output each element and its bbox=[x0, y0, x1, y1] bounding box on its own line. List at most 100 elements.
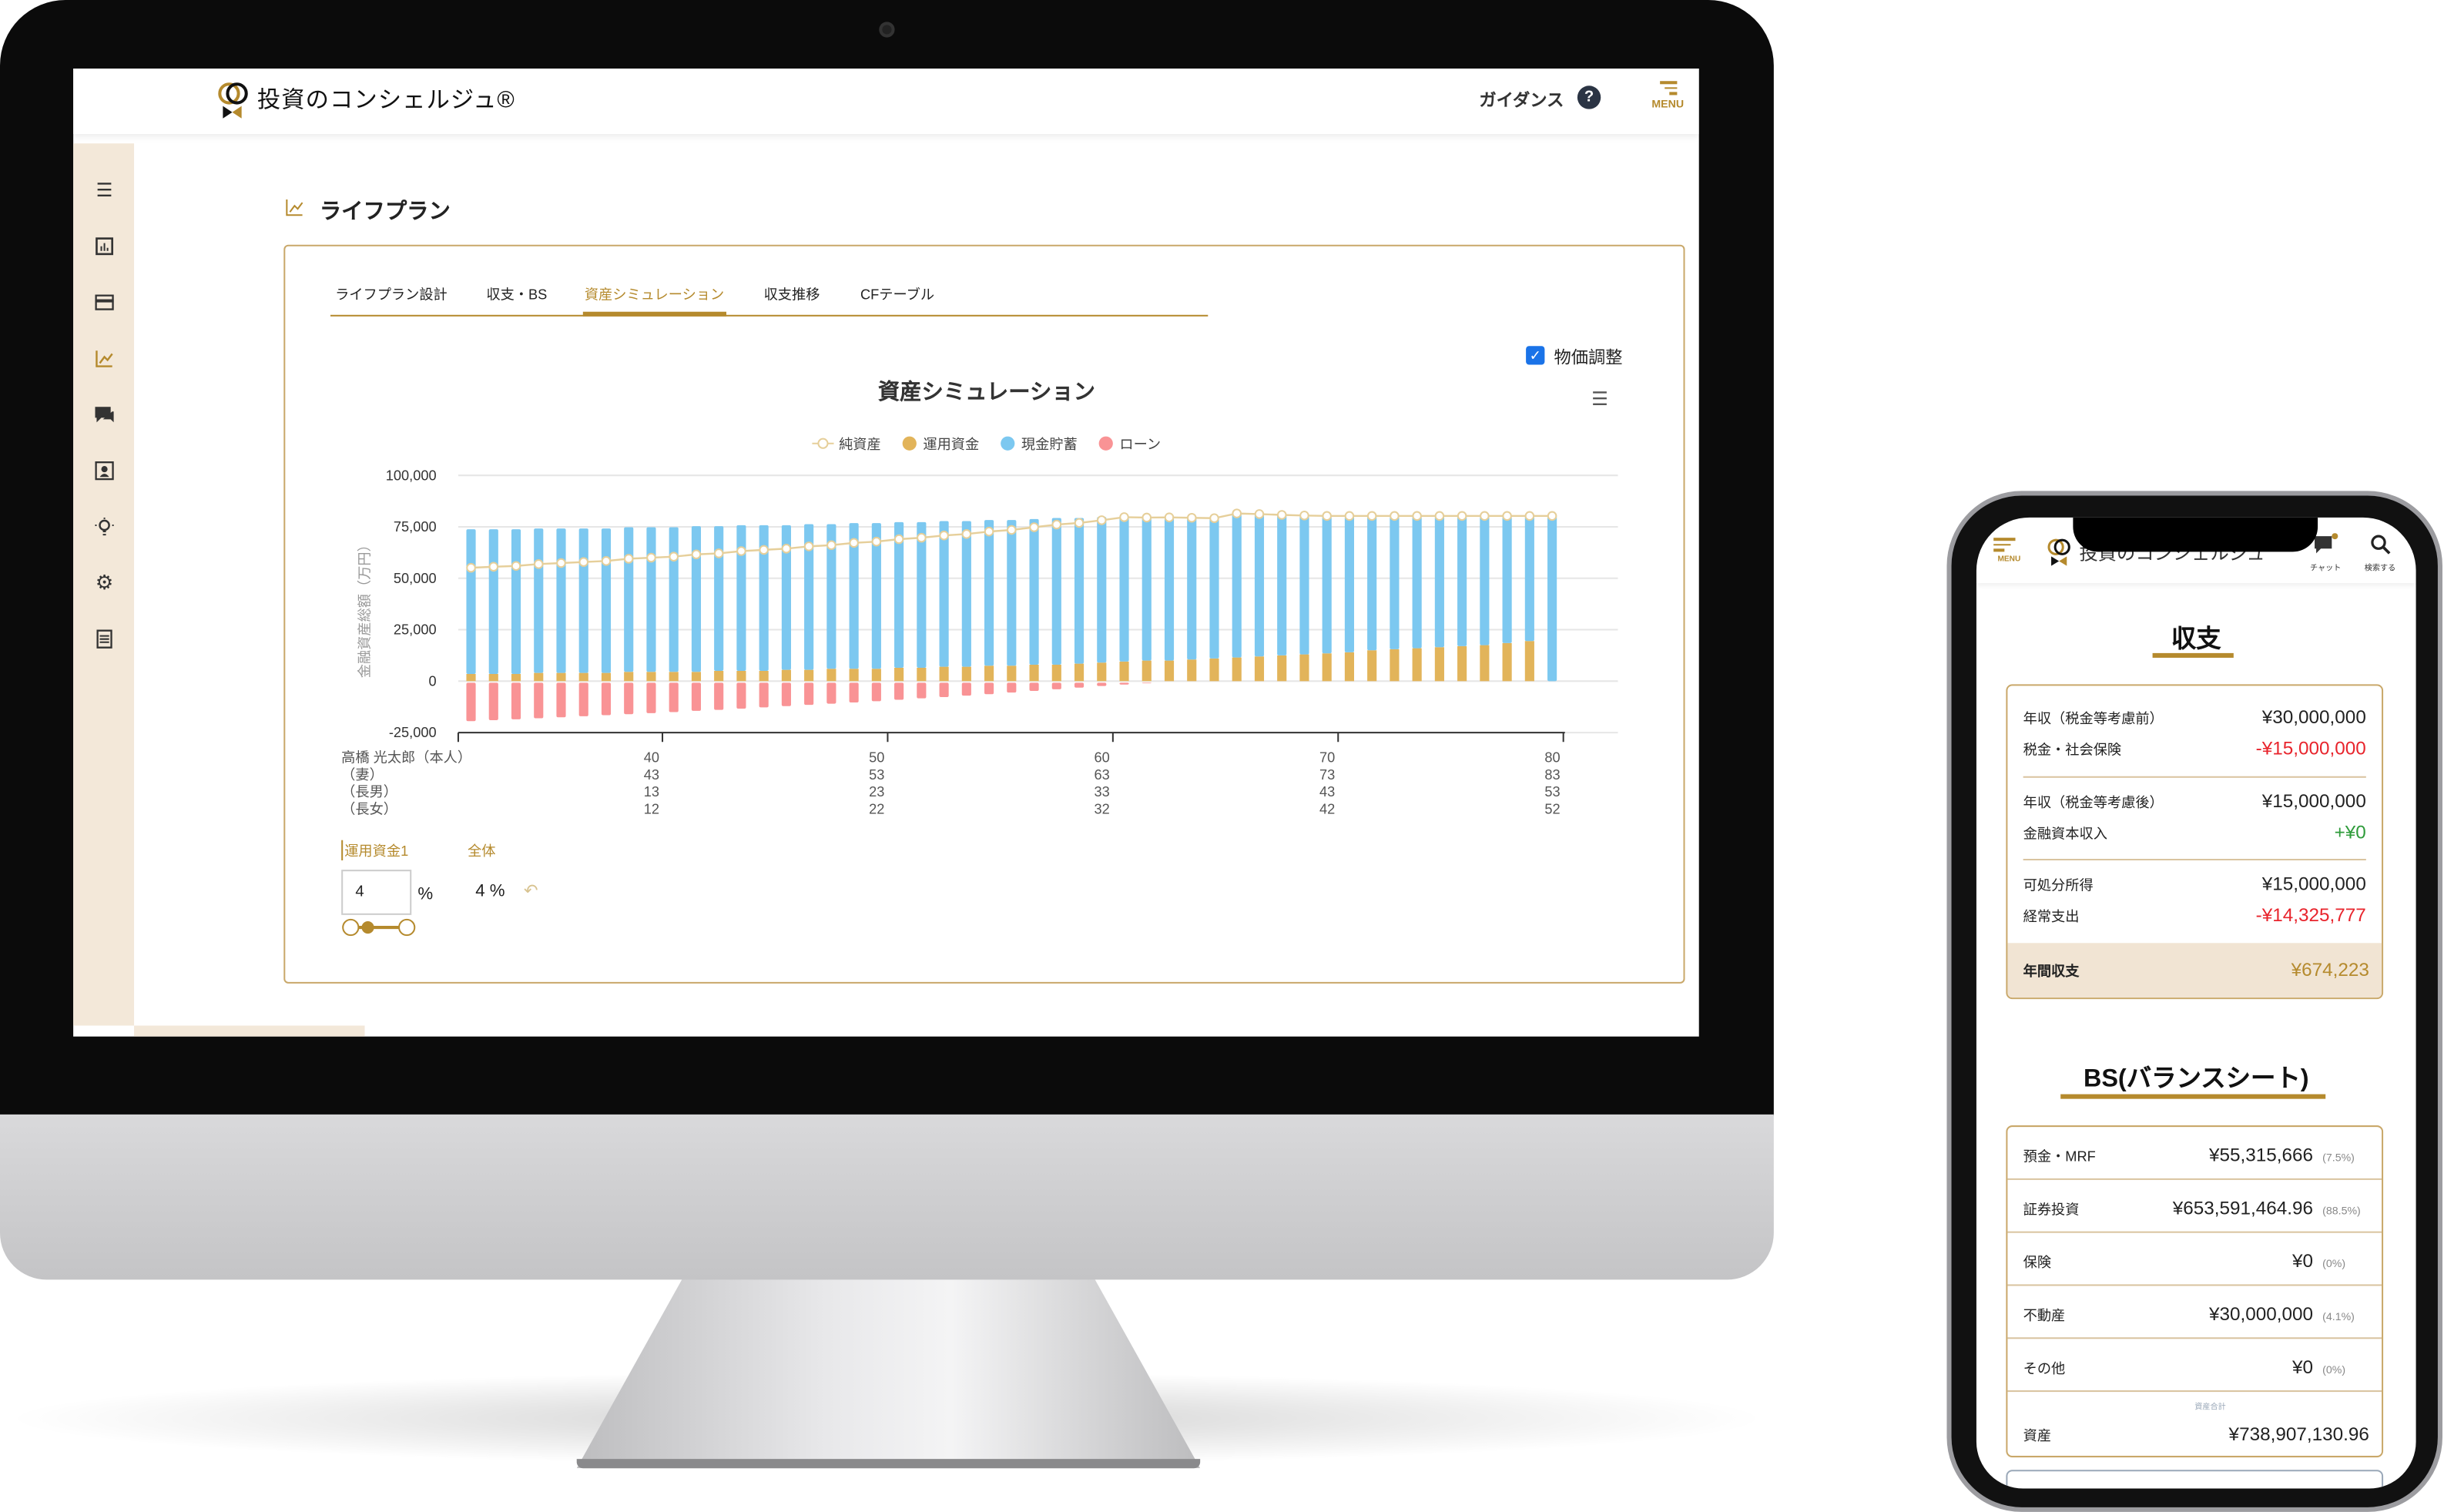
bar-fund bbox=[1299, 654, 1309, 682]
tab-cf-table[interactable]: CFテーブル bbox=[860, 287, 935, 303]
simulation-card: ライフプラン設計 収支・BS 資産シミュレーション 収支推移 CFテーブル ✓ … bbox=[283, 244, 1685, 984]
legend-item-cash[interactable]: 現金貯蓄 bbox=[1001, 434, 1078, 454]
bar-fund bbox=[1480, 645, 1490, 682]
legend-dot-icon bbox=[1099, 436, 1114, 451]
row-label: 金融資本収入 bbox=[2023, 826, 2107, 842]
row-value: ¥30,000,000 bbox=[2261, 706, 2366, 729]
rate-slider[interactable] bbox=[341, 917, 416, 938]
line-chart-icon[interactable] bbox=[92, 346, 116, 370]
row-percent: (88.5%) bbox=[2322, 1206, 2361, 1218]
legend-item-net[interactable]: 純資産 bbox=[812, 434, 881, 454]
net-assets-point bbox=[1097, 515, 1107, 525]
chat-icon[interactable] bbox=[92, 402, 116, 427]
row-value: +¥0 bbox=[2334, 821, 2366, 843]
age-row-label: （長男） bbox=[341, 784, 397, 800]
bar-cash bbox=[1074, 518, 1085, 664]
subtab-all[interactable]: 全体 bbox=[468, 843, 496, 860]
bs-section-title: BS(バランスシート) bbox=[2083, 1066, 2309, 1093]
app-header: 投資のコンシェルジュ® ガイダンス ? MENU bbox=[73, 69, 1699, 135]
monitor-stand-base bbox=[576, 1459, 1201, 1469]
bs-row: その他 ¥0 (0%) bbox=[2007, 1339, 2382, 1392]
price-adjust-checkbox[interactable]: ✓ bbox=[1526, 346, 1545, 365]
row-percent: (0%) bbox=[2322, 1365, 2346, 1376]
bar-fund bbox=[1074, 663, 1085, 682]
bar-loan bbox=[511, 682, 521, 719]
search-button[interactable]: 検索する bbox=[2359, 533, 2402, 574]
bar-cash bbox=[894, 521, 904, 668]
tab-lifeplan-design[interactable]: ライフプラン設計 bbox=[335, 287, 448, 303]
lightbulb-icon[interactable] bbox=[92, 515, 116, 539]
bar-cash bbox=[781, 525, 791, 670]
chart-legend: 純資産 運用資金 現金貯蓄 ローン bbox=[675, 434, 1298, 454]
menu-lines-icon bbox=[1659, 81, 1677, 95]
income-row: 可処分所得 ¥15,000,000 bbox=[2023, 873, 2366, 894]
tab-asset-simulation[interactable]: 資産シミュレーション bbox=[584, 287, 725, 303]
income-row: 年収（税金等考慮前） ¥30,000,000 bbox=[2023, 706, 2366, 728]
chat-button[interactable]: チャット bbox=[2304, 533, 2348, 574]
y-tick-label: 75,000 bbox=[394, 519, 437, 535]
gear-icon[interactable]: ⚙ bbox=[95, 570, 114, 594]
rate-input[interactable]: 4 bbox=[341, 870, 412, 915]
search-icon bbox=[2371, 535, 2391, 555]
net-assets-point bbox=[691, 549, 702, 560]
net-assets-point bbox=[1412, 511, 1422, 521]
age-value: 33 bbox=[1095, 784, 1110, 800]
bar-cash bbox=[1051, 518, 1061, 665]
bar-cash bbox=[578, 528, 588, 673]
income-section-title: 収支 bbox=[2171, 626, 2221, 653]
row-percent: (4.1%) bbox=[2322, 1312, 2355, 1324]
row-label: 年収（税金等考慮後） bbox=[2023, 795, 2164, 811]
help-icon[interactable]: ? bbox=[1577, 85, 1601, 109]
bar-cash bbox=[849, 523, 859, 669]
document-icon[interactable] bbox=[92, 626, 116, 651]
hamburger-icon[interactable]: ☰ bbox=[96, 179, 113, 202]
bar-fund bbox=[624, 672, 634, 682]
undo-icon[interactable]: ↶ bbox=[523, 882, 538, 901]
row-label: 経常支出 bbox=[2023, 908, 2080, 924]
bar-fund bbox=[1232, 657, 1242, 682]
bar-chart-icon[interactable] bbox=[92, 234, 116, 259]
divider bbox=[2007, 1284, 2382, 1286]
net-assets-point bbox=[1209, 513, 1219, 524]
divider bbox=[2023, 776, 2366, 778]
legend-item-fund[interactable]: 運用資金 bbox=[903, 434, 979, 454]
bar-fund bbox=[1502, 642, 1512, 682]
net-assets-point bbox=[1299, 511, 1309, 521]
bar-cash bbox=[1007, 520, 1017, 666]
bar-cash bbox=[1367, 515, 1377, 651]
net-assets-point bbox=[488, 562, 499, 572]
row-label: 税金・社会保険 bbox=[2023, 742, 2122, 758]
tab-income-bs[interactable]: 収支・BS bbox=[486, 287, 548, 303]
bar-cash bbox=[1547, 515, 1557, 682]
subtab-fund1[interactable]: 運用資金1 bbox=[341, 840, 408, 861]
bar-fund bbox=[894, 667, 904, 682]
row-label: 保険 bbox=[2023, 1254, 2052, 1271]
contact-card-icon[interactable] bbox=[92, 458, 116, 483]
age-value: 12 bbox=[644, 801, 659, 816]
income-row: 金融資本収入 +¥0 bbox=[2023, 821, 2366, 843]
bar-fund bbox=[826, 669, 836, 682]
age-value: 23 bbox=[869, 784, 884, 800]
net-assets-point bbox=[759, 545, 769, 555]
menu-button[interactable]: MENU bbox=[1648, 81, 1688, 110]
brand-name[interactable]: 投資のコンシェルジュ® bbox=[256, 87, 515, 114]
mobile-menu-button[interactable]: MENU bbox=[1993, 538, 2024, 564]
age-value: 60 bbox=[1095, 750, 1110, 766]
net-assets-point bbox=[849, 538, 859, 548]
chat-label: チャット bbox=[2310, 564, 2342, 574]
price-adjust-label: 物価調整 bbox=[1554, 349, 1623, 368]
bs-total-row: 資産合計 資産 ¥738,907,130.96 bbox=[2007, 1392, 2382, 1456]
legend-item-loan[interactable]: ローン bbox=[1099, 434, 1161, 454]
net-assets-point bbox=[1276, 510, 1287, 520]
bar-cash bbox=[1322, 515, 1332, 654]
divider bbox=[2023, 859, 2366, 861]
credit-card-icon[interactable] bbox=[92, 290, 116, 314]
chart-menu-icon[interactable]: ☰ bbox=[1591, 387, 1608, 411]
guidance-link[interactable]: ガイダンス bbox=[1479, 92, 1564, 111]
net-assets-point bbox=[736, 546, 746, 556]
bar-loan bbox=[624, 682, 634, 715]
tab-income-trend[interactable]: 収支推移 bbox=[763, 287, 820, 303]
bar-loan bbox=[759, 682, 769, 708]
bar-fund bbox=[939, 666, 949, 682]
bar-loan bbox=[849, 682, 859, 702]
